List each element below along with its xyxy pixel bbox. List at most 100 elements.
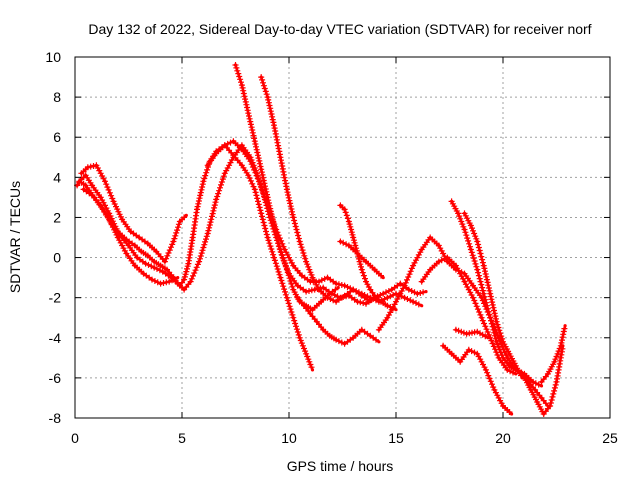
data-point	[197, 260, 201, 264]
data-point	[223, 171, 227, 175]
data-point	[285, 268, 289, 272]
data-point	[126, 243, 131, 248]
series-trace	[82, 188, 179, 285]
data-point	[139, 249, 143, 254]
data-point	[475, 330, 479, 334]
data-point	[325, 296, 330, 300]
data-point	[317, 288, 321, 292]
data-point	[253, 139, 257, 143]
data-point	[360, 294, 364, 298]
data-point	[351, 336, 355, 340]
data-point	[233, 63, 238, 67]
x-tick-label: 10	[281, 430, 297, 446]
data-point	[465, 332, 469, 336]
data-point	[529, 388, 533, 392]
series-4	[80, 186, 180, 287]
data-point	[334, 338, 338, 342]
data-point	[240, 163, 244, 167]
data-point	[94, 163, 98, 167]
data-point	[450, 352, 454, 356]
data-point	[298, 336, 302, 340]
data-point	[317, 280, 321, 284]
data-point	[182, 278, 186, 282]
data-point	[542, 412, 546, 416]
data-point	[563, 324, 567, 328]
data-point	[475, 268, 479, 272]
data-point	[501, 340, 505, 344]
data-point	[246, 173, 250, 177]
data-point	[133, 264, 137, 268]
data-point	[377, 340, 381, 344]
data-point	[428, 268, 432, 272]
data-point	[141, 272, 146, 276]
data-point	[364, 302, 368, 306]
data-point	[223, 143, 227, 147]
data-point	[137, 235, 141, 240]
data-point	[368, 296, 372, 300]
x-tick-label: 15	[388, 430, 404, 446]
data-point	[492, 388, 496, 392]
data-point	[107, 217, 111, 221]
data-point	[390, 288, 394, 292]
data-point	[469, 223, 473, 228]
data-point	[154, 249, 158, 254]
grid-layer	[75, 57, 610, 418]
data-point	[159, 264, 163, 268]
data-point	[456, 211, 460, 215]
data-point	[373, 268, 377, 272]
data-point	[381, 292, 385, 296]
data-point	[497, 356, 501, 360]
data-point	[343, 284, 347, 288]
data-point	[300, 274, 304, 278]
data-point	[214, 151, 218, 155]
data-point	[129, 229, 133, 234]
data-point	[360, 328, 364, 332]
data-point	[420, 304, 424, 308]
data-point	[531, 380, 535, 384]
data-point	[86, 165, 90, 169]
data-point	[394, 308, 398, 312]
data-point	[278, 155, 282, 159]
data-point	[501, 404, 505, 408]
series-layer	[74, 62, 568, 417]
data-point	[514, 364, 518, 368]
plot-frame	[74, 56, 611, 419]
data-point	[351, 235, 355, 240]
data-point	[75, 183, 79, 187]
data-point	[186, 262, 190, 266]
data-point	[505, 368, 509, 372]
data-point	[334, 300, 338, 304]
data-point	[285, 187, 289, 191]
data-point	[257, 179, 261, 183]
data-point	[469, 247, 473, 252]
data-point	[454, 328, 458, 332]
data-point	[334, 282, 338, 286]
data-point	[420, 280, 424, 284]
data-point	[467, 348, 471, 352]
data-point	[482, 292, 486, 296]
label-layer: 0 5 10 15 20 25 -8 -6 -4 -2 0 2 4 6 8 10	[45, 49, 618, 446]
data-point	[437, 243, 441, 248]
data-point	[171, 239, 175, 244]
data-point	[501, 356, 505, 360]
data-point	[377, 328, 381, 332]
data-point	[385, 316, 389, 320]
data-point	[484, 368, 488, 372]
data-point	[182, 288, 186, 292]
data-point	[554, 380, 559, 384]
y-tick-label: 10	[45, 49, 61, 65]
series-7	[258, 74, 372, 305]
data-point	[240, 147, 244, 151]
data-point	[116, 235, 120, 240]
data-point	[394, 292, 398, 296]
data-point	[84, 173, 88, 177]
data-point	[411, 300, 415, 304]
data-point	[475, 352, 479, 356]
y-axis-label: SDTVAR / TECUs	[7, 181, 23, 293]
data-point	[304, 352, 308, 356]
data-point	[231, 155, 235, 159]
series-12	[418, 254, 518, 376]
data-point	[246, 111, 250, 115]
y-tick-label: -8	[49, 410, 62, 426]
data-point	[150, 278, 154, 282]
